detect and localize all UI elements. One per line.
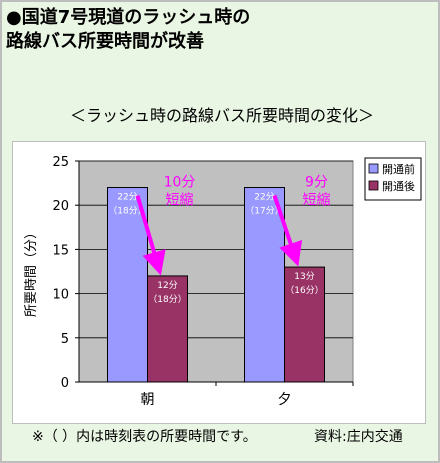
headline: ●国道7号現道のラッシュ時の 路線バス所要時間が改善 [6, 6, 250, 54]
chart-panel: 0 5 10 15 20 25 所要時間（分） 朝 22分 （18分） 12分 （18分） 10分短縮夕… [12, 141, 426, 424]
y-tick-label: 10 [52, 288, 69, 303]
bar-sublabel: （18分） [108, 206, 146, 217]
legend-swatch [368, 163, 379, 174]
annotation-minutes: 10分 [164, 175, 196, 191]
bar-sublabel: （18分） [148, 294, 186, 305]
source-note: 資料:庄内交通 [314, 429, 403, 445]
legend-label: 開通前 [382, 162, 415, 176]
headline-line-1: ●国道7号現道のラッシュ時の [6, 7, 251, 28]
bar-after [284, 266, 325, 383]
chart-title: ＜ラッシュ時の路線バス所要時間の変化＞ [69, 106, 374, 125]
bar-after [147, 275, 188, 383]
legend-label: 開通後 [382, 179, 415, 193]
annotation-minutes: 9分 [305, 175, 328, 191]
reduction-arrow [272, 194, 303, 267]
y-tick-label: 20 [52, 199, 69, 214]
bar-chart: 0 5 10 15 20 25 所要時間（分） 朝 22分 （18分） 12分 （18分） 10分短縮夕… [24, 155, 422, 408]
headline-line-2: 路線バス所要時間が改善 [6, 31, 204, 52]
bar-value-label: 13分 [294, 271, 314, 282]
x-tick-label: 朝 [141, 392, 155, 408]
bar-before [244, 187, 285, 383]
annotation-shortened: 短縮 [303, 193, 331, 209]
bar-before [107, 187, 148, 383]
x-tick-label: 夕 [278, 392, 292, 408]
bar-sublabel: （17分） [245, 206, 283, 217]
y-tick-label: 0 [61, 376, 69, 391]
legend-swatch [368, 180, 379, 191]
y-axis-label: 所要時間（分） [24, 226, 39, 317]
reduction-arrow [135, 194, 166, 276]
y-tick-label: 15 [52, 243, 69, 258]
bar-sublabel: （16分） [285, 285, 323, 296]
bar-value-label: 22分 [254, 192, 274, 203]
bar-value-label: 22分 [117, 192, 137, 203]
annotation-shortened: 短縮 [166, 193, 194, 209]
footnote: ※（ ）内は時刻表の所要時間です。 [32, 429, 257, 445]
bar-value-label: 12分 [157, 280, 177, 291]
y-tick-label: 5 [61, 332, 69, 347]
y-tick-label: 25 [52, 155, 69, 170]
legend-box [364, 157, 422, 201]
